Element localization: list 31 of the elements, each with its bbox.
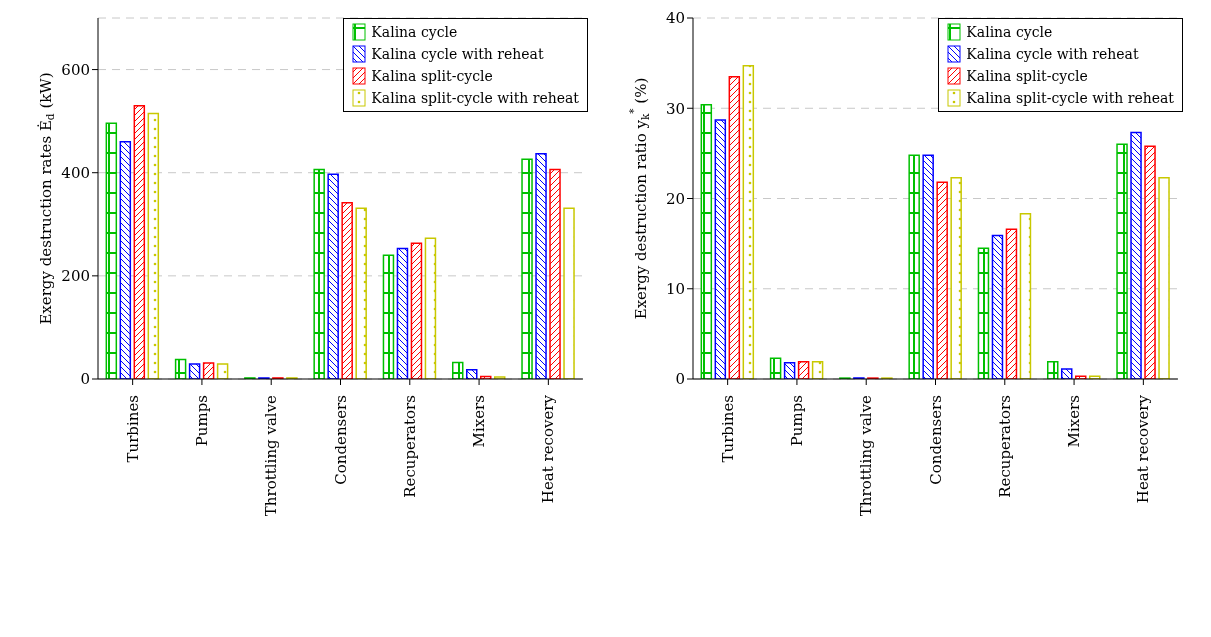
y-tick-label: 400	[61, 164, 90, 183]
legend-label: Kalina cycle with reheat	[966, 45, 1139, 64]
y-tick-label: 600	[61, 60, 90, 79]
legend-label: Kalina cycle	[966, 23, 1053, 42]
x-tick-label: Heat recovery	[539, 394, 558, 504]
x-tick-label: Recuperators	[995, 395, 1014, 498]
x-tick-label: Throttling valve	[857, 394, 876, 517]
y-tick-label: 30	[665, 99, 685, 118]
x-tick-label: Throttling valve	[262, 394, 281, 517]
legend-label: Kalina split-cycle with reheat	[966, 89, 1174, 108]
legend-label: Kalina split-cycle	[966, 67, 1088, 86]
y-tick-label: 200	[61, 267, 90, 286]
y-tick-label: 40	[665, 9, 685, 28]
legend-label: Kalina split-cycle	[371, 67, 493, 86]
y-tick-label: 0	[80, 370, 90, 389]
x-tick-label: Recuperators	[400, 395, 419, 498]
x-tick-label: Turbines	[718, 395, 737, 463]
x-tick-label: Pumps	[192, 395, 211, 447]
legend-label: Kalina cycle with reheat	[371, 45, 544, 64]
y-tick-label: 10	[665, 280, 685, 299]
x-tick-label: Condensers	[331, 395, 350, 485]
x-tick-label: Heat recovery	[1134, 394, 1153, 504]
x-tick-label: Mixers	[1065, 395, 1084, 448]
x-tick-label: Turbines	[123, 395, 142, 463]
legend-label: Kalina split-cycle with reheat	[371, 89, 579, 108]
x-tick-label: Mixers	[470, 395, 489, 448]
legend-label: Kalina cycle	[371, 23, 458, 42]
y-tick-label: 0	[675, 370, 685, 389]
x-tick-label: Pumps	[787, 395, 806, 447]
x-tick-label: Condensers	[926, 395, 945, 485]
y-tick-label: 20	[665, 189, 685, 208]
